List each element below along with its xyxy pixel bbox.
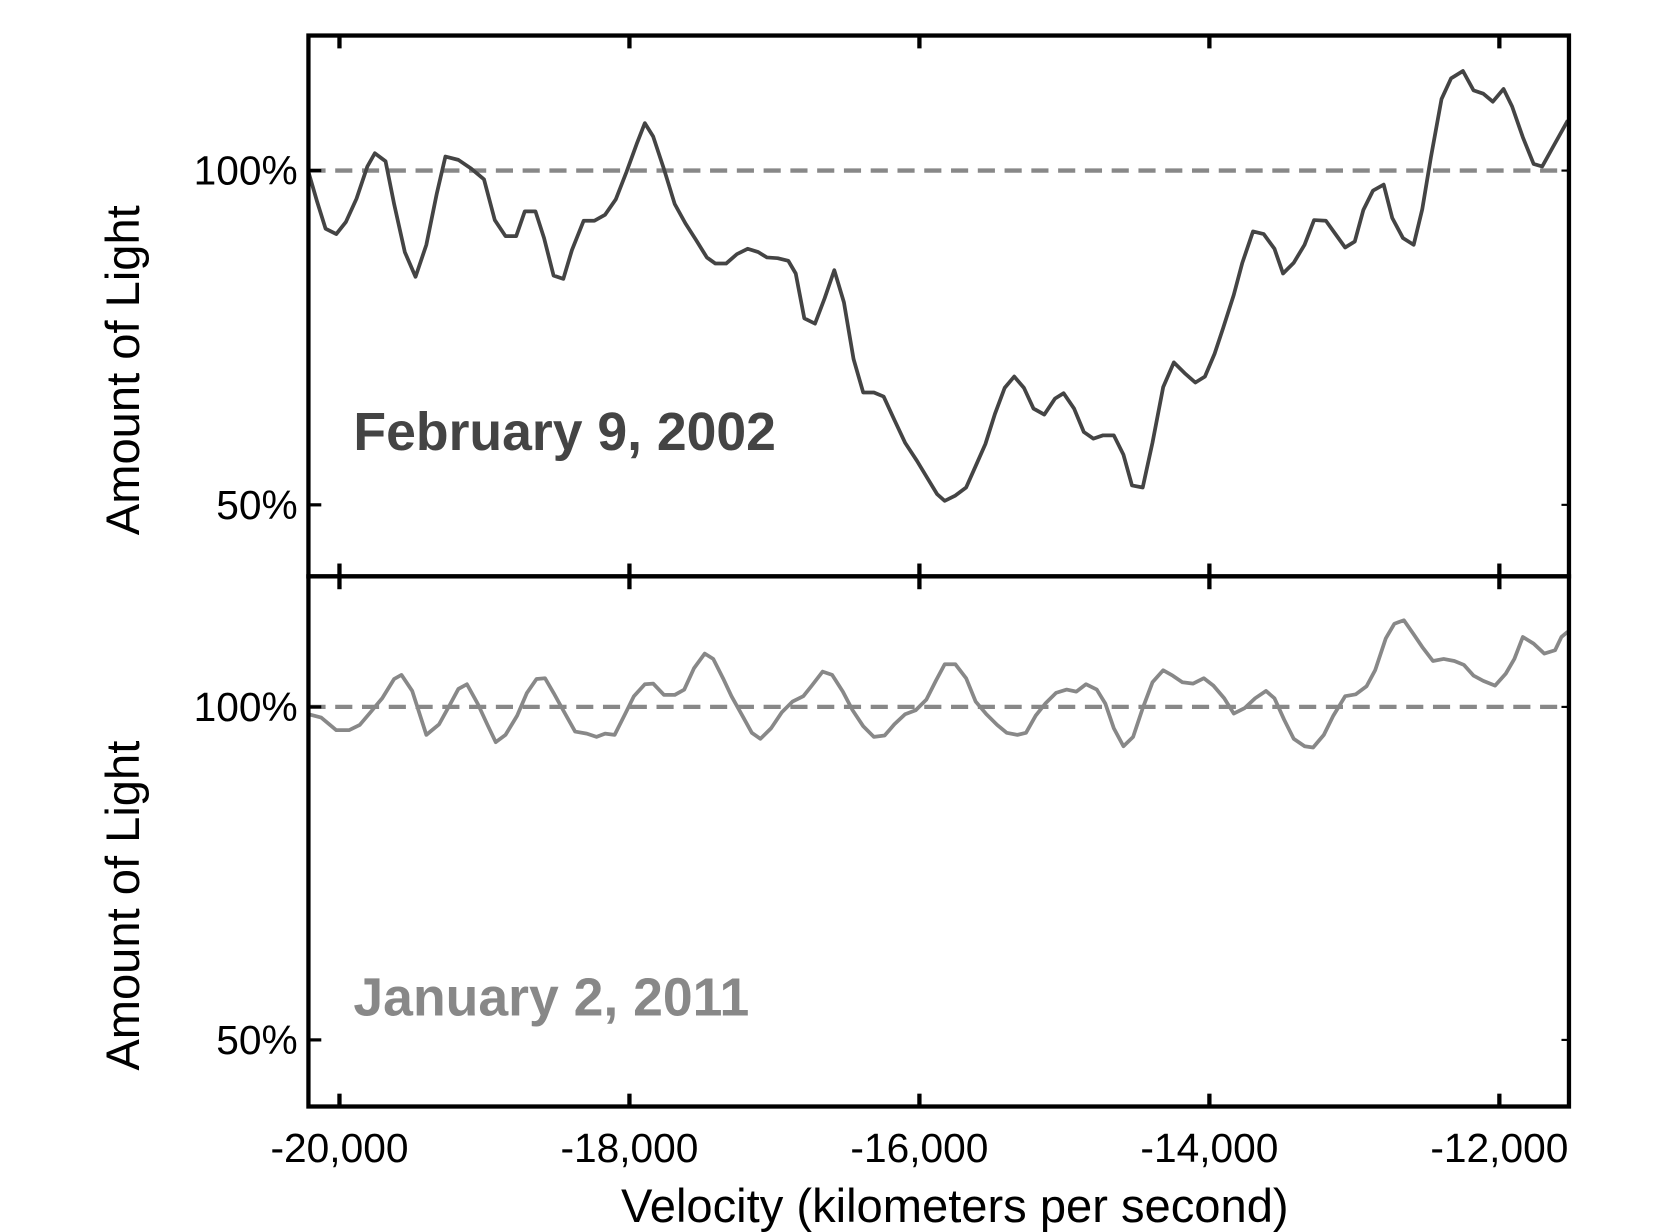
panel-annotation: January 2, 2011 <box>353 968 749 1027</box>
y-tick-label: 50% <box>216 482 297 528</box>
x-tick-label: -12,000 <box>1430 1125 1568 1171</box>
y-tick-label: 100% <box>194 684 298 730</box>
data-line <box>307 618 1570 750</box>
x-axis-label: Velocity (kilometers per second) <box>621 1179 1289 1232</box>
x-tick-label: -14,000 <box>1140 1125 1278 1171</box>
y-tick-label: 50% <box>216 1017 297 1063</box>
y-axis-label: Amount of Light <box>96 741 149 1071</box>
y-tick-label: 100% <box>194 148 298 194</box>
data-line <box>306 69 1570 503</box>
x-tick-label: -16,000 <box>850 1125 988 1171</box>
x-tick-label: -18,000 <box>560 1125 698 1171</box>
panel-annotation: February 9, 2002 <box>353 403 776 462</box>
x-tick-label: -20,000 <box>270 1125 408 1171</box>
y-axis-label: Amount of Light <box>96 205 149 535</box>
plot-frame <box>306 574 1572 1109</box>
